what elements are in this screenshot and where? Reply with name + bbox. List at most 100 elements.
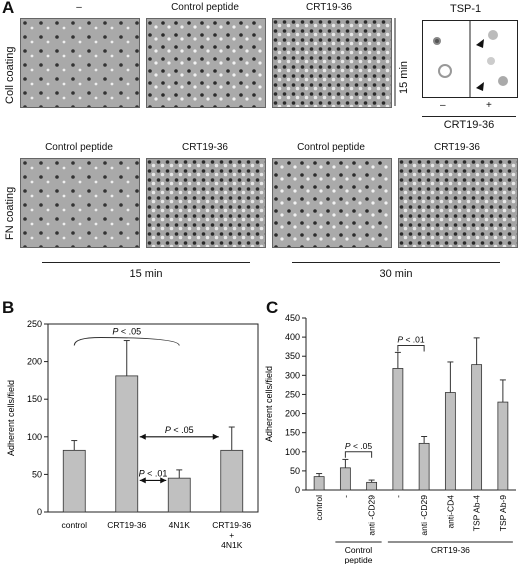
tsp-inset-image [433,21,508,97]
micrograph-image [273,19,391,107]
y-tick-label: 250 [285,389,300,399]
annotation-p-value: P < .05 [345,441,372,451]
row2-label-3: Control peptide [297,142,365,153]
y-tick-label: 200 [27,357,42,367]
bracket-30min-label: 30 min [379,268,413,280]
x-tick-label: - [393,495,403,498]
bracket-15min [42,262,250,263]
bar [497,401,509,491]
micrograph-fn-crt-15 [146,158,266,248]
tsp-plus-label: + [486,100,492,111]
bracket-15min-label: 15 min [129,268,163,280]
y-tick-label: 100 [285,447,300,457]
tsp-label: TSP-1 [450,3,482,15]
y-axis-label: Adherent cells/field [264,366,274,442]
chart-b: 0 50 100 150 200 250 Adherent cells/field contr… [6,319,259,550]
tsp-minus-label: – [440,100,446,111]
arrow-head [160,477,167,484]
x-tick-label: anti -CD29 [367,495,377,536]
bar [339,467,351,491]
group-label: Control [345,545,373,555]
row1-label-control-peptide: Control peptide [171,2,239,13]
micrograph-image [21,19,139,107]
row1-label-untreated: – [76,2,82,13]
x-tick-label: 4N1K [169,520,191,530]
micrograph-fn-control-30 [272,158,392,248]
x-tick-label: 4N1K [221,540,243,550]
annotation-p-value: P < .01 [139,468,168,478]
group-label: CRT19-36 [431,545,470,555]
bar [220,449,244,513]
bar [418,442,430,491]
bar [62,449,86,513]
x-tick-label: anti-CD4 [445,495,455,529]
x-tick-label: TSP Ab-9 [498,495,508,531]
bar [313,476,325,491]
bar [471,364,483,491]
bar [115,375,139,513]
tsp-crt-label: CRT19-36 [443,119,495,131]
y-tick-label: 150 [285,428,300,438]
row2-label-4: CRT19-36 [434,142,480,153]
panel-c-letter: C [266,298,279,317]
micrograph-image [147,159,265,247]
y-tick-label: 100 [27,432,42,442]
x-tick-label: TSP Ab-4 [472,495,482,531]
arrow-head [139,477,146,484]
micrograph-image [147,19,265,107]
bar [167,477,191,513]
x-tick-label: + [229,530,234,540]
significance-bracket [73,337,180,346]
bar [366,481,378,491]
y-tick-label: 50 [32,469,42,479]
y-tick-label: 150 [27,394,42,404]
micrograph-coll-crt [272,18,392,108]
time-label-15min: 15 min [398,60,410,94]
time-scale-bar [394,18,396,106]
chart-c: 0 50 100 150 200 250 300 350 400 450 Adherent cell… [264,313,516,564]
arrow-head [139,433,146,440]
coll-coating-label: Coll coating [4,46,16,104]
x-tick-label: anti -CD29 [419,495,429,536]
y-tick-label: 50 [290,466,300,476]
micrograph-coll-control-peptide [146,18,266,108]
micrograph-image [21,159,139,247]
group-label: peptide [345,555,373,564]
annotation-p-value: P < .05 [112,327,141,337]
significance-bracket [344,451,373,458]
y-tick-label: 300 [285,370,300,380]
panel-b-letter: B [2,298,15,317]
row2-label-2: CRT19-36 [182,142,228,153]
x-tick-label: control [314,495,324,521]
x-tick-label: - [340,495,350,498]
annotation-p-value: P < .01 [397,335,424,345]
y-axis-label: Adherent cells/field [6,380,16,456]
bar [444,392,456,491]
fn-coating-label: FN coating [4,186,16,240]
x-tick-label: CRT19-36 [212,520,251,530]
y-tick-label: 350 [285,351,300,361]
tsp-underline [422,116,516,117]
row1-label-crt: CRT19-36 [306,2,352,13]
arrow-head [212,433,219,440]
y-tick-label: 0 [295,485,300,495]
significance-bracket [397,345,425,352]
tsp-inset [422,20,518,98]
micrograph-image [273,159,391,247]
y-tick-label: 450 [285,313,300,323]
micrograph-image [399,159,517,247]
bar [392,368,404,491]
bracket-30min [292,262,500,263]
x-tick-label: CRT19-36 [107,520,146,530]
y-tick-label: 400 [285,332,300,342]
row2-label-1: Control peptide [45,142,113,153]
micrograph-coll-untreated [20,18,140,108]
y-tick-label: 250 [27,319,42,329]
plot-frame [47,323,259,513]
panel-a-letter: A [2,0,15,17]
micrograph-fn-control-15 [20,158,140,248]
x-tick-label: control [61,520,87,530]
micrograph-fn-crt-30 [398,158,518,248]
y-tick-label: 0 [37,507,42,517]
y-tick-label: 200 [285,409,300,419]
